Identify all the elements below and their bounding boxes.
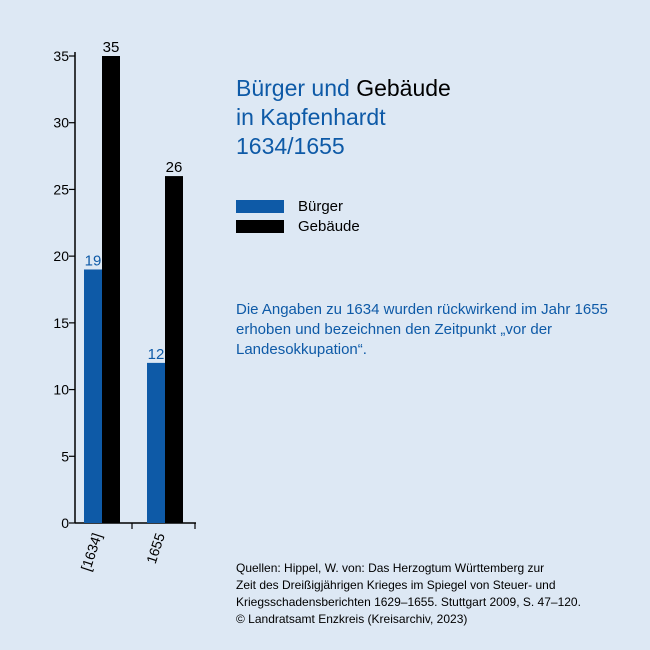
chart-note: Die Angaben zu 1634 wurden rückwirkend i… bbox=[236, 301, 608, 358]
data-label-1-1: 26 bbox=[166, 159, 183, 176]
data-label-0-0: 19 bbox=[85, 252, 102, 269]
title-line3: 1634/1655 bbox=[236, 133, 345, 159]
sources-line2: Zeit des Dreißigjährigen Krieges im Spie… bbox=[236, 578, 556, 592]
sources-line4: © Landratsamt Enzkreis (Kreisarchiv, 202… bbox=[236, 612, 468, 626]
legend-item-gebaeude: Gebäude bbox=[236, 216, 360, 236]
y-tick-label-5: 5 bbox=[61, 448, 69, 464]
sources-line1: Quellen: Hippel, W. von: Das Herzogtum W… bbox=[236, 561, 545, 575]
legend-label-buerger: Bürger bbox=[298, 197, 344, 215]
legend-swatch-buerger bbox=[236, 199, 284, 213]
bar-0-1 bbox=[102, 56, 120, 523]
title-line2: in Kapfenhardt bbox=[236, 104, 386, 130]
x-tick-label-0: [1634] bbox=[78, 531, 105, 573]
y-tick-label-30: 30 bbox=[53, 115, 69, 131]
bar-0-0 bbox=[84, 269, 102, 523]
y-tick-label-15: 15 bbox=[53, 315, 69, 331]
data-label-1-0: 12 bbox=[148, 346, 165, 363]
legend-item-buerger: Bürger bbox=[236, 196, 360, 216]
y-tick-label-20: 20 bbox=[53, 248, 69, 264]
data-label-0-1: 35 bbox=[103, 39, 120, 56]
chart-title: Bürger und Gebäude in Kapfenhardt 1634/1… bbox=[236, 74, 451, 161]
legend: Bürger Gebäude bbox=[236, 196, 360, 236]
y-tick-label-0: 0 bbox=[61, 515, 69, 531]
sources: Quellen: Hippel, W. von: Das Herzogtum W… bbox=[236, 560, 636, 628]
title-line1-a: Bürger und bbox=[236, 75, 357, 101]
bar-1-1 bbox=[165, 176, 183, 524]
y-tick-label-25: 25 bbox=[53, 181, 69, 197]
legend-swatch-gebaeude bbox=[236, 219, 284, 233]
bar-chart: 0 5 10 15 20 25 30 35 19 35 [1634] 12 26 1655 bbox=[53, 39, 196, 573]
sources-line3: Kriegsschadensberichten 1629–1655. Stutt… bbox=[236, 595, 581, 609]
bar-1-0 bbox=[147, 362, 165, 523]
y-tick-label-10: 10 bbox=[53, 382, 69, 398]
legend-label-gebaeude: Gebäude bbox=[298, 217, 360, 235]
title-line1-b: Gebäude bbox=[356, 75, 451, 101]
y-tick-label-35: 35 bbox=[53, 48, 69, 64]
x-tick-label-1: 1655 bbox=[143, 531, 168, 566]
